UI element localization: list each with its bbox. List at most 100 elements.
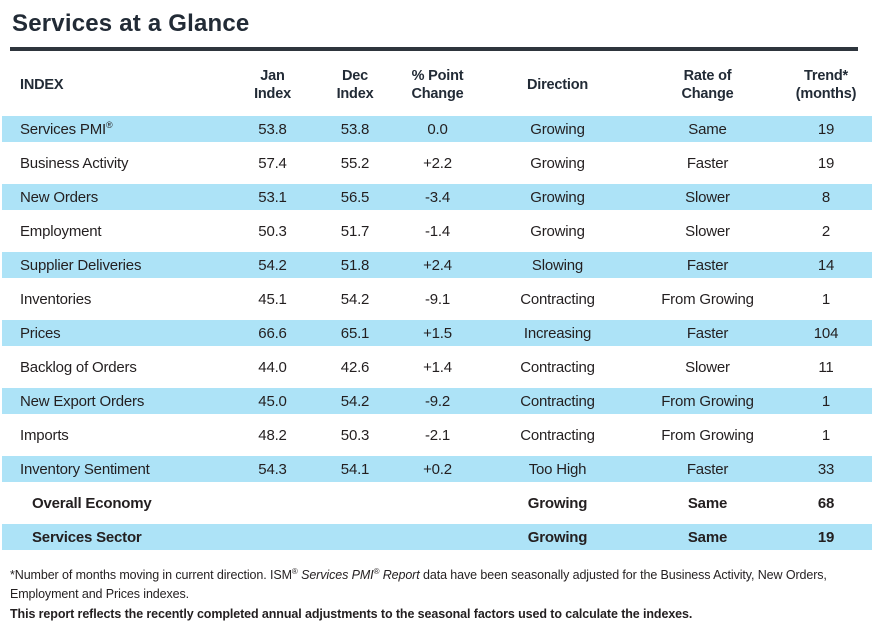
direction-value: Growing (530, 120, 585, 138)
table-row: Services Sector Growing Same 19 (2, 524, 872, 550)
direction-value: Growing (530, 188, 585, 206)
header-dec-index: Dec Index (336, 67, 374, 102)
jan-index-value: 54.3 (258, 460, 287, 478)
row-label: Services PMI® (20, 119, 113, 138)
jan-index-value: 53.1 (258, 188, 287, 206)
trend-months-value: 14 (817, 256, 835, 274)
header-jan-index: Jan Index (254, 67, 291, 102)
point-change-value: +2.4 (423, 256, 452, 274)
dec-index-value: 56.5 (340, 188, 370, 206)
row-label: New Orders (20, 188, 99, 206)
table-row: Business Activity 57.4 55.2 +2.2 Growing… (2, 150, 872, 176)
jan-index-value: 53.8 (258, 120, 287, 138)
row-label: Inventory Sentiment (20, 460, 150, 478)
row-label: Employment (20, 222, 102, 240)
dec-index-value: 50.3 (340, 426, 370, 444)
rate-of-change-value: Faster (686, 256, 729, 274)
rate-of-change-value: From Growing (661, 392, 754, 410)
page-title: Services at a Glance (12, 10, 250, 37)
dec-index-value: 51.7 (340, 222, 370, 240)
row-label: Prices (20, 324, 61, 342)
row-label: Services Sector (32, 528, 142, 546)
footnote-italic-2: Report (379, 568, 420, 582)
rate-of-change-value: Same (687, 494, 728, 512)
direction-value: Contracting (520, 392, 595, 410)
trend-months-value: 11 (818, 358, 834, 376)
jan-index-value: 57.4 (258, 154, 287, 172)
direction-value: Contracting (520, 358, 595, 376)
title-divider (10, 47, 858, 51)
table-row: Overall Economy Growing Same 68 (2, 490, 872, 516)
trend-months-value: 33 (817, 460, 835, 478)
point-change-value: +1.4 (423, 358, 452, 376)
rate-of-change-value: Faster (686, 154, 729, 172)
footnote-italic-1: Services PMI (297, 568, 374, 582)
jan-index-value: 45.1 (258, 290, 287, 308)
rate-of-change-value: Same (688, 120, 727, 138)
table-row: Supplier Deliveries 54.2 51.8 +2.4 Slowi… (2, 252, 872, 278)
row-label: Business Activity (20, 154, 129, 172)
point-change-value: 0.0 (427, 120, 448, 138)
table-row: Backlog of Orders 44.0 42.6 +1.4 Contrac… (2, 354, 872, 380)
trend-months-value: 1 (821, 290, 831, 308)
row-label: Backlog of Orders (20, 358, 137, 376)
rate-of-change-value: Faster (686, 324, 729, 342)
direction-value: Growing (530, 154, 585, 172)
point-change-value: +1.5 (423, 324, 452, 342)
table-header-row: INDEX Jan Index Dec Index % Point Change… (2, 63, 872, 107)
table-row: New Orders 53.1 56.5 -3.4 Growing Slower… (2, 184, 872, 210)
dec-index-value: 54.1 (340, 460, 370, 478)
table-row: Services PMI® 53.8 53.8 0.0 Growing Same… (2, 116, 872, 142)
header-index: INDEX (20, 76, 64, 93)
trend-months-value: 1 (821, 426, 831, 444)
dec-index-value: 54.2 (340, 290, 370, 308)
trend-months-value: 1 (821, 392, 831, 410)
direction-value: Contracting (520, 426, 595, 444)
point-change-value: +2.2 (423, 154, 452, 172)
row-label: Inventories (20, 290, 92, 308)
dec-index-value: 65.1 (340, 324, 370, 342)
row-label: Supplier Deliveries (20, 256, 142, 274)
header-point-change: % Point Change (411, 67, 464, 102)
point-change-value: -9.2 (424, 392, 451, 410)
services-table: INDEX Jan Index Dec Index % Point Change… (2, 63, 872, 550)
row-label: New Export Orders (20, 392, 145, 410)
rate-of-change-value: Faster (686, 460, 729, 478)
table-row: Inventories 45.1 54.2 -9.1 Contracting F… (2, 286, 872, 312)
jan-index-value: 50.3 (258, 222, 287, 240)
trend-months-value: 104 (813, 324, 839, 342)
rate-of-change-value: Same (687, 528, 728, 546)
registered-mark: ® (291, 566, 298, 576)
jan-index-value: 44.0 (258, 358, 287, 376)
table-row: New Export Orders 45.0 54.2 -9.2 Contrac… (2, 388, 872, 414)
point-change-value: -3.4 (424, 188, 451, 206)
rate-of-change-value: Slower (685, 222, 730, 240)
direction-value: Too High (528, 460, 587, 478)
dec-index-value: 55.2 (340, 154, 370, 172)
dec-index-value: 54.2 (340, 392, 370, 410)
direction-value: Slowing (531, 256, 584, 274)
dec-index-value: 51.8 (340, 256, 370, 274)
direction-value: Contracting (520, 290, 595, 308)
jan-index-value: 66.6 (258, 324, 287, 342)
row-label: Imports (20, 426, 69, 444)
rate-of-change-value: Slower (685, 188, 730, 206)
direction-value: Growing (530, 222, 585, 240)
dec-index-value: 53.8 (340, 120, 370, 138)
point-change-value: +0.2 (423, 460, 452, 478)
jan-index-value: 54.2 (258, 256, 287, 274)
table-body: Services PMI® 53.8 53.8 0.0 Growing Same… (2, 116, 872, 550)
footnote-asterisk: *Number of months moving in current dire… (10, 566, 860, 605)
header-direction: Direction (526, 76, 589, 93)
trend-months-value: 8 (821, 188, 831, 206)
point-change-value: -2.1 (424, 426, 451, 444)
footnotes: *Number of months moving in current dire… (10, 566, 868, 624)
jan-index-value: 45.0 (258, 392, 287, 410)
trend-months-value: 19 (817, 154, 835, 172)
table-row: Prices 66.6 65.1 +1.5 Increasing Faster … (2, 320, 872, 346)
dec-index-value: 42.6 (340, 358, 370, 376)
header-trend-months: Trend* (months) (795, 67, 857, 102)
registered-mark: ® (373, 566, 380, 576)
point-change-value: -9.1 (424, 290, 451, 308)
